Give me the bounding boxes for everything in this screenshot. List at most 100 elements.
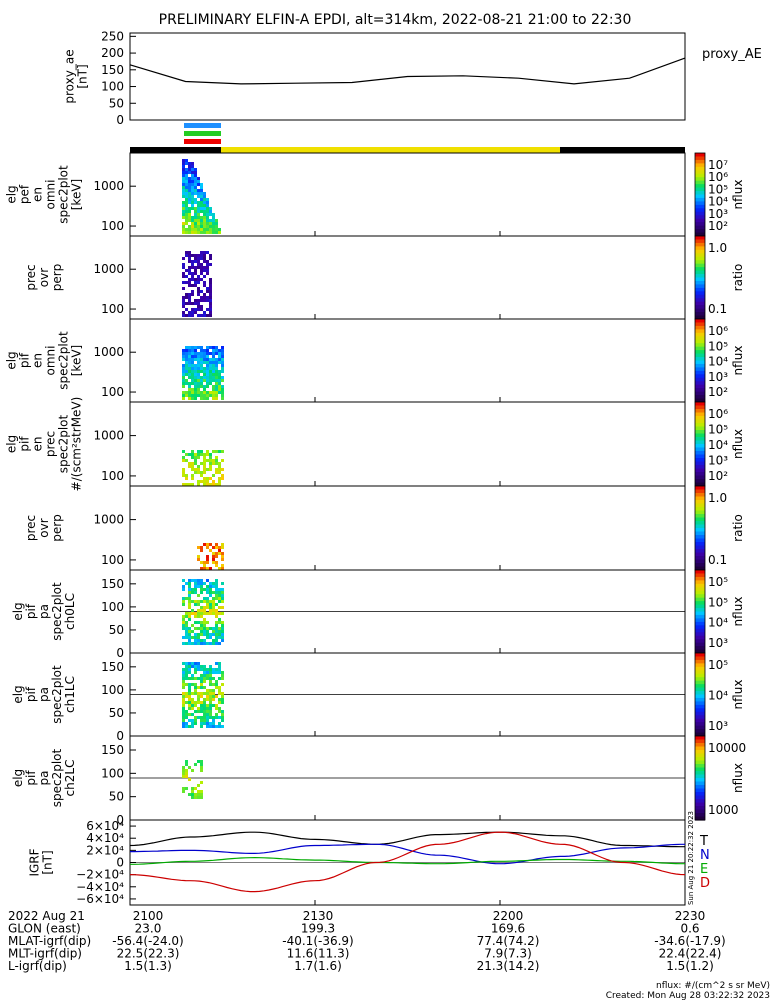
spectrogram-pixel — [185, 391, 188, 394]
spectrogram-pixel — [203, 391, 206, 394]
spectrogram-pixel — [185, 597, 188, 600]
colorbar-tick-label: 10⁵ — [708, 423, 728, 437]
colorbar-segment — [695, 604, 705, 609]
spec-panel-ylabel-line: ch2LC — [63, 760, 77, 797]
spec-panel-ytick-label: 50 — [109, 706, 124, 720]
spectrogram-pixel — [188, 391, 191, 394]
colorbar-segment — [695, 253, 705, 258]
spectrogram-pixel — [188, 382, 191, 385]
spectrogram-pixel — [206, 480, 209, 483]
spectrogram-pixel — [182, 710, 185, 713]
colorbar-segment — [695, 583, 705, 588]
spectrogram-pixel — [182, 686, 185, 689]
colorbar-segment — [695, 437, 705, 442]
spectrogram-pixel — [191, 722, 194, 725]
spectrogram-pixel — [209, 591, 212, 594]
spectrogram-pixel — [182, 624, 185, 627]
spectrogram-pixel — [212, 627, 215, 630]
spectrogram-pixel — [212, 722, 215, 725]
spectrogram-pixel — [215, 364, 218, 367]
spectrogram-pixel — [209, 391, 212, 394]
spectrogram-pixel — [197, 480, 200, 483]
spectrogram-pixel — [200, 615, 203, 618]
spectrogram-pixel — [203, 397, 206, 400]
colorbar-segment — [695, 792, 705, 797]
colorbar-tick-label: 10⁴ — [708, 689, 728, 703]
spectrogram-pixel — [203, 198, 206, 201]
colorbar-segment — [695, 482, 705, 487]
spectrogram-pixel — [191, 462, 194, 465]
colorbar-segment — [695, 180, 705, 185]
spectrogram-pixel — [215, 561, 218, 564]
spectrogram-pixel — [197, 603, 200, 606]
footer-value: 11.6(11.3) — [287, 947, 350, 961]
spectrogram-pixel — [215, 367, 218, 370]
colorbar-segment — [695, 677, 705, 682]
spectrogram-pixel — [209, 352, 212, 355]
spectrogram-pixel — [185, 189, 188, 192]
spectrogram-pixel — [191, 677, 194, 680]
spectrogram-pixel — [221, 552, 224, 555]
spectrogram-pixel — [185, 760, 188, 763]
spectrogram-pixel — [215, 349, 218, 352]
spectrogram-pixel — [206, 677, 209, 680]
spectrogram-pixel — [200, 385, 203, 388]
colorbar-label: nflux — [731, 680, 745, 710]
spectrogram-pixel — [182, 207, 185, 210]
spec-panel-ylabel-line: perp — [50, 264, 64, 292]
colorbar-label: nflux — [731, 597, 745, 627]
spectrogram-pixel — [212, 231, 215, 234]
spectrogram-pixel — [185, 695, 188, 698]
spectrogram-pixel — [185, 269, 188, 272]
spectrogram-pixel — [191, 162, 194, 165]
colorbar-segment — [695, 590, 705, 595]
spectrogram-pixel — [203, 195, 206, 198]
spectrogram-pixel — [209, 701, 212, 704]
spectrogram-pixel — [209, 609, 212, 612]
spectrogram-pixel — [182, 159, 185, 162]
spectrogram-pixel — [185, 186, 188, 189]
spectrogram-pixel — [188, 260, 191, 263]
spectrogram-pixel — [212, 585, 215, 588]
spectrogram-pixel — [185, 281, 188, 284]
spectrogram-pixel — [182, 355, 185, 358]
spec-panel-ylabel-line: pef — [18, 184, 32, 204]
spectrogram-pixel — [218, 477, 221, 480]
spectrogram-pixel — [197, 204, 200, 207]
colorbar-segment — [695, 806, 705, 811]
spectrogram-pixel — [209, 465, 212, 468]
spectrogram-pixel — [218, 349, 221, 352]
spectrogram-pixel — [206, 633, 209, 636]
spectrogram-pixel — [197, 579, 200, 582]
spectrogram-pixel — [215, 459, 218, 462]
spectrogram-pixel — [185, 177, 188, 180]
spectrogram-pixel — [185, 370, 188, 373]
spectrogram-pixel — [200, 296, 203, 299]
spectrogram-pixel — [203, 254, 206, 257]
spectrogram-pixel — [200, 704, 203, 707]
spectrogram-pixel — [182, 358, 185, 361]
spectrogram-pixel — [182, 474, 185, 477]
spectrogram-pixel — [194, 385, 197, 388]
spectrogram-pixel — [200, 453, 203, 456]
spectrogram-pixel — [185, 352, 188, 355]
spec-panel-ylabel-line: ovr — [37, 268, 51, 287]
spectrogram-pixel — [191, 302, 194, 305]
colorbar-tick-label: 10³ — [708, 636, 728, 650]
spectrogram-pixel — [194, 284, 197, 287]
colorbar-segment — [695, 263, 705, 268]
spectrogram-pixel — [221, 671, 224, 674]
colorbar-segment — [695, 559, 705, 564]
spectrogram-pixel — [206, 671, 209, 674]
spectrogram-pixel — [191, 228, 194, 231]
spectrogram-pixel — [197, 633, 200, 636]
spectrogram-pixel — [182, 376, 185, 379]
spectrogram-pixel — [212, 462, 215, 465]
colorbar-tick-label: 10⁵ — [708, 658, 728, 672]
colorbar-segment — [695, 760, 705, 765]
footer-row-label: L-igrf(dip) — [8, 959, 67, 973]
spectrogram-pixel — [200, 707, 203, 710]
colorbar-segment — [695, 663, 705, 668]
spectrogram-pixel — [188, 361, 191, 364]
spectrogram-pixel — [182, 769, 185, 772]
